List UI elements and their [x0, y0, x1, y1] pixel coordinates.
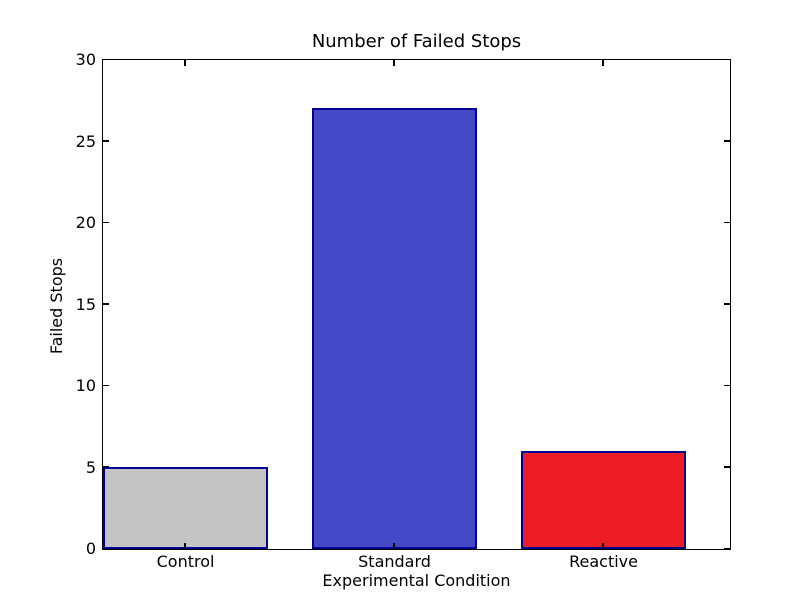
x-tick-label: Standard [358, 552, 431, 571]
x-tick-mark-top [393, 59, 395, 66]
y-tick-label: 5 [85, 457, 96, 477]
y-tick-mark-right [723, 221, 730, 224]
y-tick-label: 0 [85, 539, 96, 558]
x-tick-mark-bottom [184, 542, 186, 549]
y-tick-mark-left [102, 384, 109, 387]
y-tick-label: 25 [75, 131, 96, 151]
x-tick-mark-top [602, 59, 604, 66]
bar-standard [311, 108, 477, 549]
x-tick-label: Reactive [569, 552, 638, 571]
y-tick-mark-right [723, 466, 730, 468]
y-tick-mark-right [723, 58, 730, 61]
x-tick-mark-bottom [602, 542, 604, 549]
x-tick-mark-top [184, 59, 186, 66]
y-tick-label: 10 [75, 376, 96, 395]
y-tick-mark-left [102, 140, 109, 142]
plot-area [101, 58, 731, 550]
y-tick-mark-right [723, 547, 730, 550]
y-tick-mark-right [723, 384, 730, 387]
y-tick-mark-left [102, 547, 109, 550]
x-tick-label: Control [156, 552, 215, 571]
y-tick-mark-left [102, 303, 109, 305]
y-tick-mark-left [102, 58, 109, 61]
y-tick-label: 20 [75, 213, 96, 232]
y-tick-mark-right [723, 303, 730, 305]
y-tick-mark-left [102, 221, 109, 224]
y-tick-mark-right [723, 140, 730, 142]
x-axis-label: Experimental Condition [322, 571, 511, 590]
y-tick-label: 30 [75, 50, 96, 69]
bar-reactive [520, 450, 686, 549]
chart-title: Number of Failed Stops [311, 31, 522, 52]
x-tick-mark-bottom [393, 542, 395, 549]
bar-control [102, 467, 268, 549]
y-tick-label: 15 [75, 294, 96, 314]
